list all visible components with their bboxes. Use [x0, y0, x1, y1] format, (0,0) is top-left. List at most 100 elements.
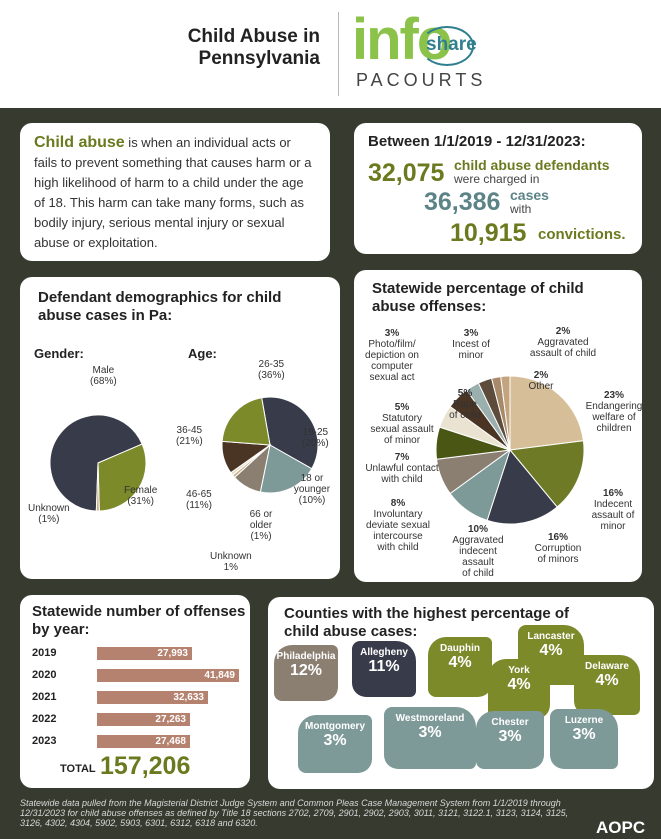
offense-l4-8: sexual act	[369, 372, 415, 383]
bar-year-2021: 2021	[32, 691, 57, 703]
county-philadelphia: Philadelphia 12%	[274, 645, 338, 701]
age-36-45-pct: (21%)	[176, 436, 203, 447]
offense-label-11: 2% Other	[524, 370, 558, 392]
county-name: Allegheny	[360, 647, 408, 658]
bar-year-2023: 2023	[32, 735, 57, 747]
gender-label: Gender:	[34, 346, 84, 361]
age-46-65-name: 46-65	[186, 489, 212, 500]
logo-share-text: share	[426, 34, 477, 55]
offense-label-6: 5% Statutory sexual assault of minor	[364, 402, 440, 446]
offense-l1-8: Photo/film/	[368, 339, 416, 350]
age-66-older-name: 66 or older	[249, 509, 273, 531]
county-pct: 11%	[368, 658, 400, 675]
age-26-35-name: 26-35	[258, 359, 285, 370]
page-title: Child Abuse in Pennsylvania	[160, 26, 320, 70]
bar-label-2022: 27,263	[155, 714, 186, 725]
offense-l4-4: with child	[377, 542, 419, 553]
county-delaware: Delaware 4%	[574, 655, 640, 715]
county-pct: 3%	[572, 726, 596, 743]
offense-l3-1: minor	[600, 521, 626, 532]
age-19-25-pct: (20%)	[302, 438, 329, 449]
offense-label-3: 10% Aggravated indecent assault of child	[448, 524, 508, 579]
offense-l2-9: minor	[458, 350, 484, 361]
county-name: Delaware	[585, 661, 629, 672]
offense-pct-3: 10%	[467, 524, 488, 535]
yearly-card: Statewide number of offenses by year: 20…	[20, 595, 250, 788]
offense-pct-2: 16%	[547, 532, 568, 543]
offense-l3-6: of minor	[383, 435, 421, 446]
gender-label-male: Male (68%)	[90, 365, 117, 387]
gender-male-pct: (68%)	[90, 376, 117, 387]
age-pie-chart	[221, 396, 319, 494]
offense-l2-2: of minors	[537, 554, 579, 565]
charged-in-label: were charged in	[454, 172, 540, 186]
offense-label-7: 5% Rape of child	[440, 388, 490, 421]
defendants-label: child abuse defendants	[454, 157, 610, 173]
offense-l2-4: deviate sexual	[366, 520, 430, 531]
stats-card: Between 1/1/2019 - 12/31/2023: 32,075 ch…	[354, 123, 642, 254]
bar-year-2019: 2019	[32, 647, 57, 659]
aopc-logo: AOPC	[596, 818, 646, 837]
bar-label-2020: 41,849	[204, 670, 235, 681]
county-pct: 3%	[323, 732, 347, 749]
offense-l2-6: sexual assault	[370, 424, 434, 435]
offense-label-8: 3% Photo/film/depiction on computer sexual …	[362, 328, 422, 383]
county-name: Chester	[491, 717, 529, 728]
offenses-heading-line-1: Statewide percentage of child	[372, 280, 584, 297]
counties-heading: Counties with the highest percentage of …	[284, 605, 569, 641]
offense-l1-10: Aggravated	[537, 337, 589, 348]
county-name: Luzerne	[564, 715, 604, 726]
bar-label-2023: 27,468	[155, 736, 186, 747]
offense-l3-8: computer	[371, 361, 413, 372]
offense-l1-0: Endangering	[585, 401, 643, 412]
age-36-45-name: 36-45	[176, 425, 203, 436]
demographics-heading-line-1: Defendant demographics for child	[38, 289, 282, 306]
intro-text: Child abuse is when an individual acts o…	[20, 123, 330, 263]
offense-l2-8: depiction on	[365, 350, 419, 361]
total-value: 157,206	[100, 752, 191, 780]
demographics-card: Defendant demographics for child abuse c…	[20, 277, 340, 579]
age-label-26-35: 26-35 (36%)	[258, 359, 285, 381]
yearly-heading-line-1: Statewide number of offenses	[32, 603, 246, 620]
counties-heading-line-1: Counties with the highest percentage of	[284, 605, 570, 622]
gender-male-name: Male	[92, 365, 115, 376]
county-pct: 3%	[498, 728, 522, 745]
age-18-younger-name: 18 or younger	[293, 473, 331, 495]
intro-term: Child abuse	[34, 134, 125, 151]
defendants-count: 32,075	[368, 159, 445, 187]
gender-label-female: Female (31%)	[124, 485, 157, 507]
counties-heading-line-2: child abuse cases:	[284, 623, 418, 640]
offense-l2-1: assault of	[591, 510, 635, 521]
county-dauphin: Dauphin 4%	[428, 637, 492, 697]
convictions-count: 10,915	[450, 219, 527, 247]
offense-pct-9: 3%	[463, 328, 479, 339]
offense-label-2: 16% Corruption of minors	[530, 532, 586, 565]
offense-slice-11	[500, 375, 511, 451]
offense-pct-7: 5%	[457, 388, 473, 399]
offenses-pie-chart	[435, 375, 585, 525]
bar-label-2019: 27,993	[157, 648, 188, 659]
offense-label-5: 7% Unlawful contact with child	[360, 452, 444, 485]
county-name: Dauphin	[440, 643, 480, 654]
offense-l1-11: Other	[528, 381, 554, 392]
county-name: Philadelphia	[276, 651, 336, 662]
offense-l2-10: assault of child	[529, 348, 597, 359]
intro-card: Child abuse is when an individual acts o…	[20, 123, 330, 261]
yearly-heading-line-2: by year:	[32, 621, 90, 638]
gender-slice-2	[95, 462, 100, 512]
gender-unknown-name: Unknown	[28, 503, 70, 514]
age-label-18-younger: 18 or younger (10%)	[290, 473, 334, 506]
offense-l3-3: assault	[462, 557, 494, 568]
county-pct: 12%	[289, 662, 323, 679]
county-pct: 4%	[507, 676, 531, 693]
bar-year-2020: 2020	[32, 669, 57, 681]
demographics-heading: Defendant demographics for child abuse c…	[38, 289, 281, 325]
offense-pct-6: 5%	[394, 402, 410, 413]
offense-pct-5: 7%	[394, 452, 410, 463]
county-pct: 3%	[418, 724, 442, 741]
offense-l1-4: Involuntary	[373, 509, 423, 520]
age-unknown-name: Unknown	[210, 551, 252, 562]
cases-count: 36,386	[424, 188, 501, 216]
age-label: Age:	[188, 346, 217, 361]
age-slice-6	[221, 397, 271, 446]
